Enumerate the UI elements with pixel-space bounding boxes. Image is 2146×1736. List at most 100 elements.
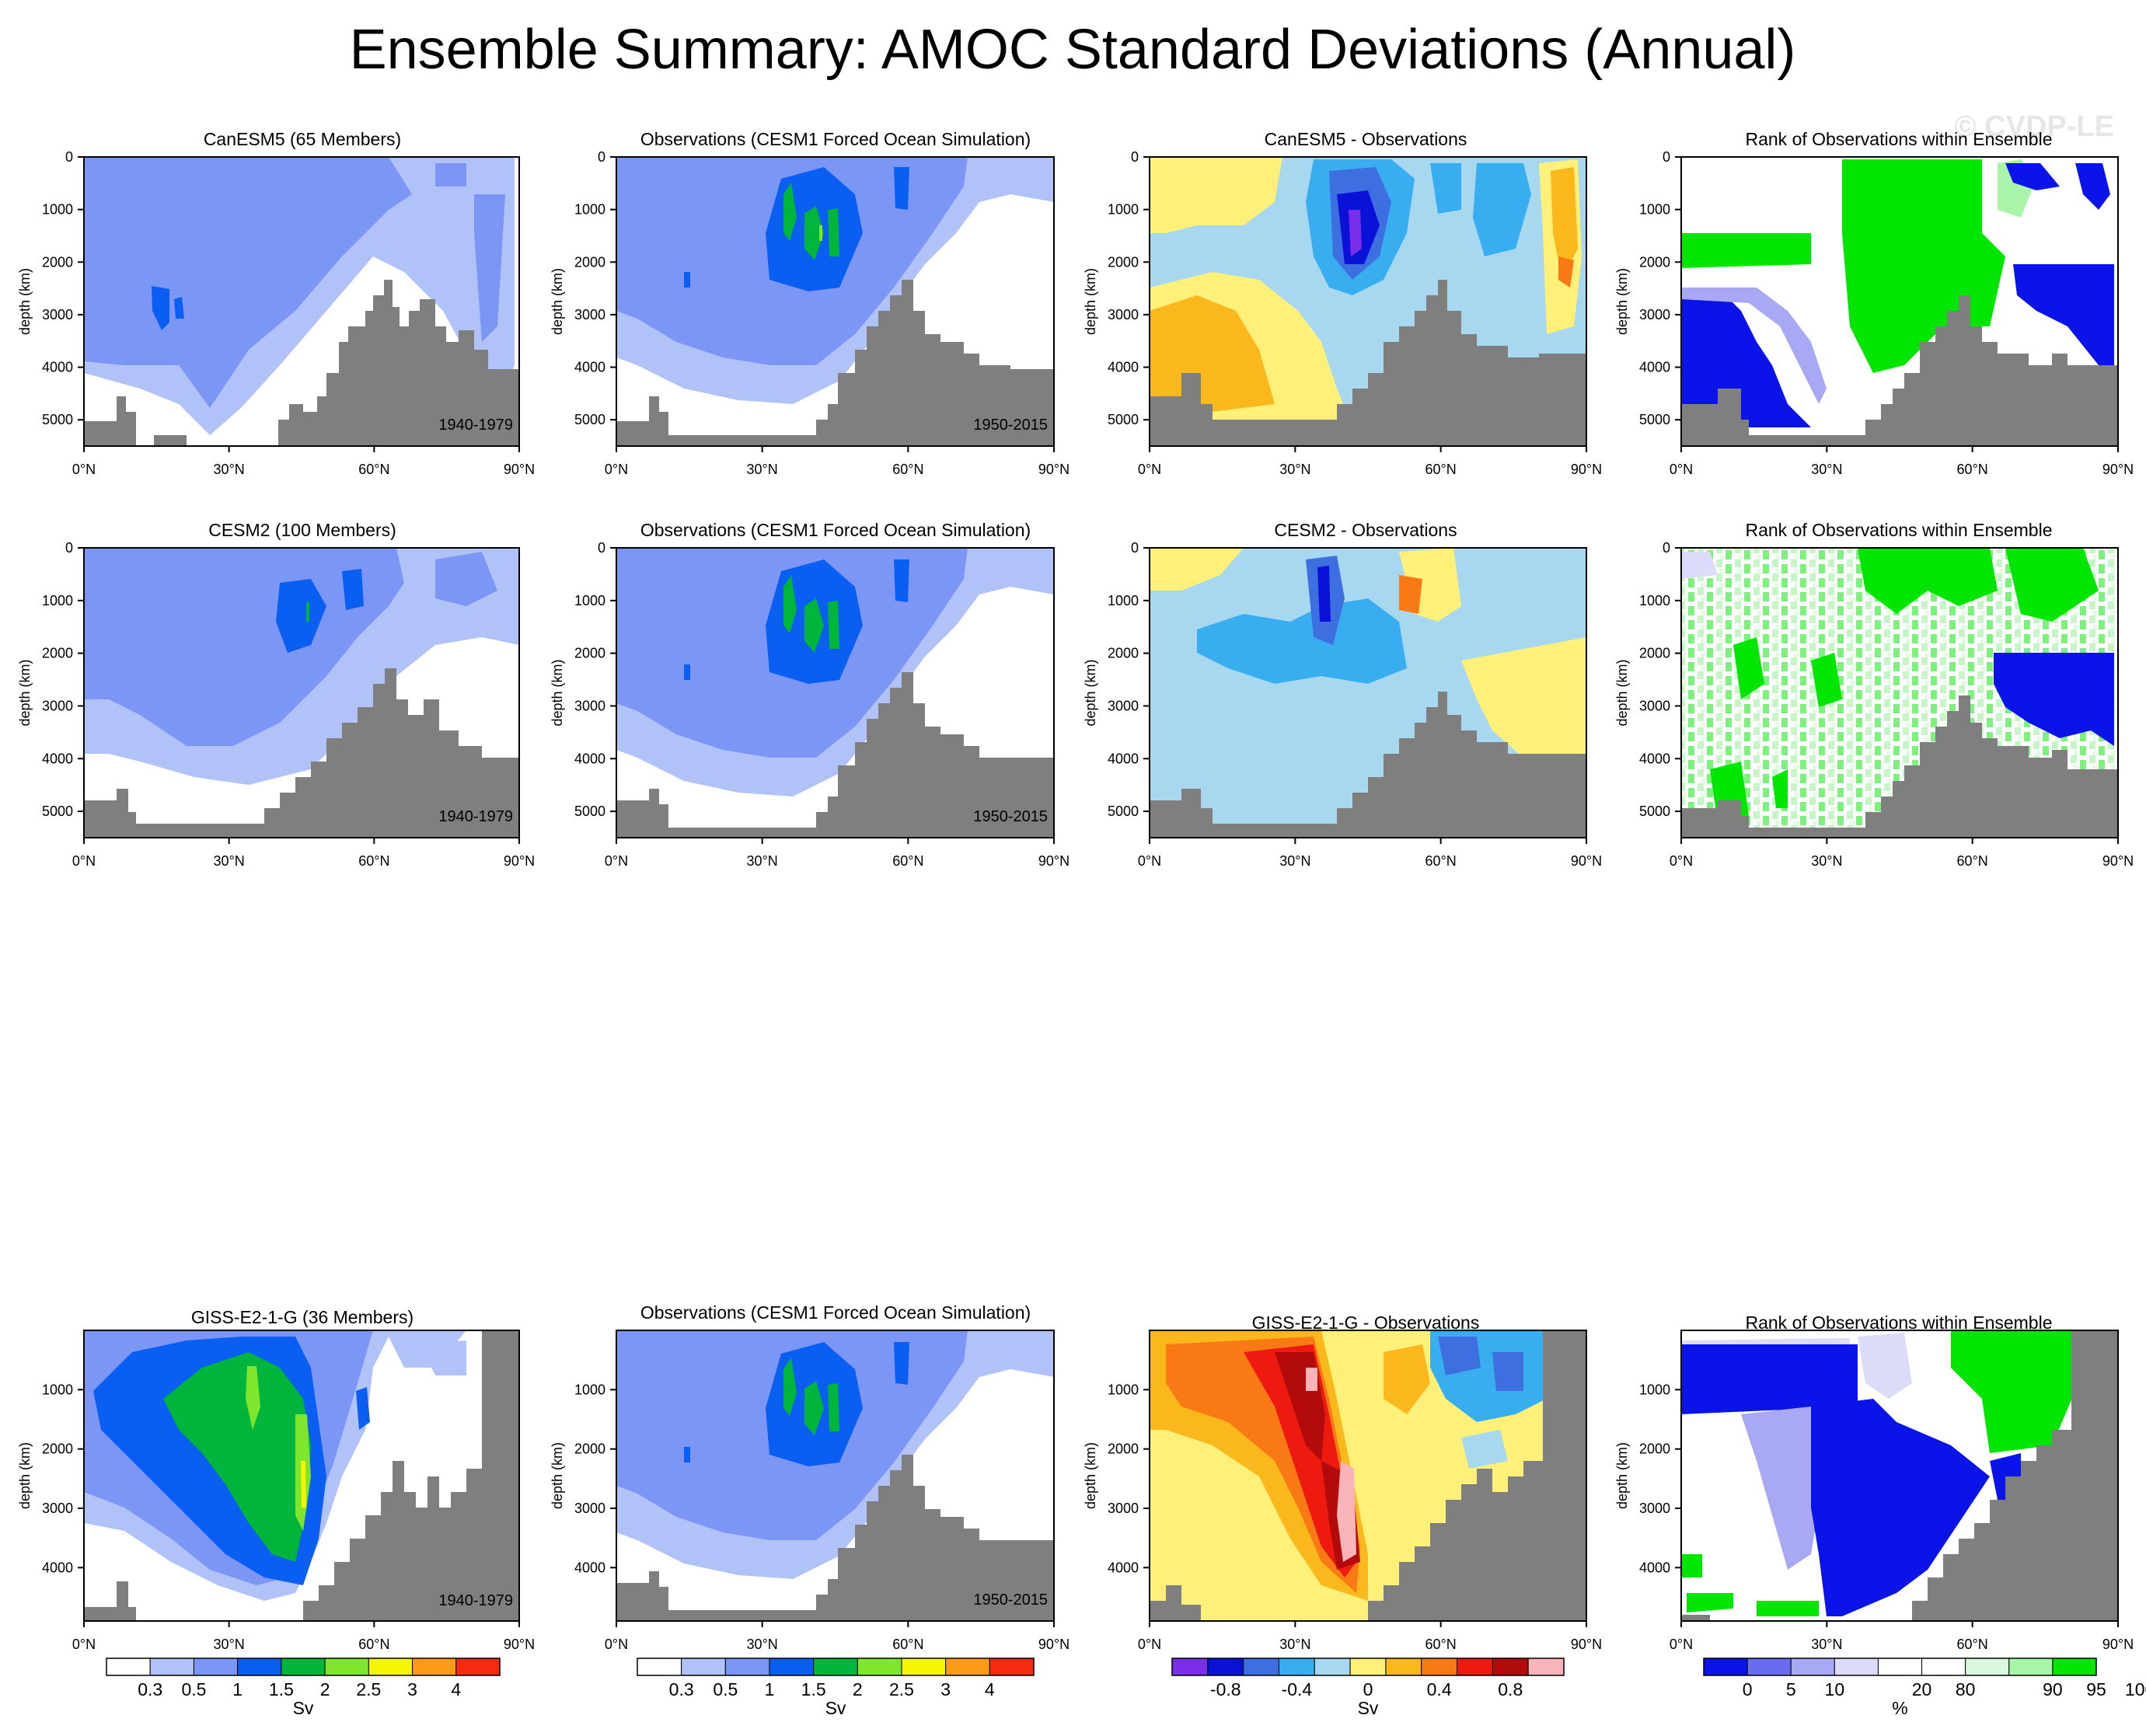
colorbar-swatch bbox=[2052, 1658, 2097, 1676]
panel-axes: 0°N 30°N 60°N 90°N 1000 2000 3000 4000 depth (km… bbox=[1614, 1382, 2134, 1652]
plot-frame bbox=[1149, 156, 1587, 447]
y-tick-label: 1000 bbox=[1639, 202, 1670, 218]
x-tick-label: 60°N bbox=[1957, 462, 1988, 477]
colorbar-label: -0.4 bbox=[1282, 1679, 1313, 1699]
colorbar-swatch bbox=[106, 1658, 151, 1676]
x-tick-label: 30°N bbox=[214, 1637, 245, 1652]
colorbar-swatch bbox=[1921, 1658, 1966, 1676]
y-tick-label: 4000 bbox=[1108, 1560, 1139, 1575]
y-axis-label: depth (km) bbox=[1083, 659, 1098, 726]
panel-difference-row2: CESM2 - Observations bbox=[1149, 520, 1587, 838]
y-tick-label: 3000 bbox=[574, 698, 605, 713]
colorbar-label: 0.8 bbox=[1498, 1679, 1523, 1699]
panel-observations-row3: Observations (CESM1 Forced Ocean Simulat… bbox=[616, 1302, 1055, 1622]
x-tick-label: 90°N bbox=[2102, 853, 2134, 869]
y-tick-label: 4000 bbox=[42, 1560, 73, 1575]
y-tick-label: 0 bbox=[65, 540, 73, 556]
x-tick-label: 30°N bbox=[1279, 853, 1310, 869]
y-tick-label: 3000 bbox=[1639, 1501, 1670, 1516]
y-tick-label: 5000 bbox=[1639, 804, 1670, 819]
colorbar-label: 2.5 bbox=[889, 1679, 914, 1699]
x-tick-label: 0°N bbox=[1670, 462, 1693, 477]
panel-title: GISS-E2-1-G - Observations bbox=[1252, 1312, 1480, 1333]
y-tick-label: 0 bbox=[598, 540, 605, 556]
y-tick-label: 1000 bbox=[42, 202, 73, 218]
panel-canesm5-ensemble: CanESM5 (65 Members) 1940-1979 bbox=[83, 129, 520, 447]
colorbar-label: 3 bbox=[940, 1679, 951, 1699]
y-tick-label: 2000 bbox=[1108, 1441, 1139, 1457]
panel-difference-row1: CanESM5 - Observations bbox=[1149, 129, 1587, 447]
colorbar-label: 95 bbox=[2086, 1679, 2106, 1699]
y-tick-label: 3000 bbox=[574, 307, 605, 322]
y-tick-label: 1000 bbox=[1108, 1382, 1139, 1397]
x-tick-label: 0°N bbox=[1138, 1637, 1161, 1652]
y-axis-label: depth (km) bbox=[1083, 268, 1098, 335]
colorbar-swatch bbox=[901, 1658, 947, 1676]
panel-rank-row2: Rank of Observations within Ensemble bbox=[1680, 520, 2119, 838]
panel-title: GISS-E2-1-G (36 Members) bbox=[191, 1307, 413, 1327]
y-tick-label: 0 bbox=[1131, 149, 1139, 165]
y-axis-label: depth (km) bbox=[17, 659, 33, 726]
contour-1 bbox=[276, 569, 364, 653]
colorbar-swatch bbox=[237, 1658, 282, 1676]
colorbar-swatch bbox=[945, 1658, 990, 1676]
plot-frame bbox=[83, 1330, 520, 1622]
period-label: 1940-1979 bbox=[438, 417, 513, 434]
x-tick-label: 90°N bbox=[1038, 1637, 1070, 1652]
y-tick-label: 3000 bbox=[1108, 698, 1139, 713]
topography bbox=[1681, 695, 2118, 838]
colorbar-swatch bbox=[2008, 1658, 2054, 1676]
colorbar-label: 0.5 bbox=[181, 1679, 206, 1699]
colorbar-swatch bbox=[1790, 1658, 1835, 1676]
colorbar-swatch bbox=[1349, 1658, 1387, 1676]
colorbar-swatch bbox=[989, 1658, 1035, 1676]
y-tick-label: 2000 bbox=[42, 646, 73, 661]
panel-title: Observations (CESM1 Forced Ocean Simulat… bbox=[640, 1302, 1031, 1323]
contour-1.5 bbox=[783, 183, 839, 260]
y-tick-label: 2000 bbox=[574, 254, 605, 270]
topography bbox=[616, 1455, 1054, 1621]
colorbar-swatch bbox=[637, 1658, 682, 1676]
colorbar-label: 4 bbox=[985, 1679, 995, 1699]
x-tick-label: 60°N bbox=[1425, 462, 1457, 477]
colorbar-swatch bbox=[412, 1658, 457, 1676]
y-tick-label: 0 bbox=[1663, 149, 1670, 165]
colorbar-label: 1 bbox=[765, 1679, 775, 1699]
y-tick-label: 3000 bbox=[42, 1501, 73, 1516]
colorbar-label: 0 bbox=[1363, 1679, 1373, 1699]
plot-frame bbox=[1680, 547, 2119, 838]
x-tick-label: 0°N bbox=[605, 1637, 628, 1652]
x-tick-label: 90°N bbox=[2102, 462, 2134, 477]
colorbar-swatch bbox=[1385, 1658, 1422, 1676]
colorbar-label: 10 bbox=[1825, 1679, 1845, 1699]
period-label: 1940-1979 bbox=[438, 808, 513, 825]
y-tick-label: 4000 bbox=[574, 360, 605, 375]
colorbar-label: 90 bbox=[2043, 1679, 2063, 1699]
x-tick-label: 30°N bbox=[1279, 1637, 1310, 1652]
y-tick-label: 2000 bbox=[1639, 646, 1670, 661]
x-tick-label: 90°N bbox=[1571, 1637, 1602, 1652]
colorbar-swatch bbox=[193, 1658, 239, 1676]
colorbar-label: 0.4 bbox=[1427, 1679, 1452, 1699]
colorbar-swatch bbox=[1421, 1658, 1458, 1676]
y-tick-label: 0 bbox=[65, 149, 73, 165]
colorbar-swatch bbox=[1834, 1658, 1879, 1676]
panel-difference-row3: GISS-E2-1-G - Observations bbox=[1149, 1312, 1587, 1622]
topography bbox=[1681, 1330, 2118, 1621]
y-tick-label: 3000 bbox=[42, 698, 73, 713]
y-axis-label: depth (km) bbox=[1614, 659, 1630, 726]
plot-frame bbox=[1149, 1330, 1587, 1622]
panel-title: Rank of Observations within Ensemble bbox=[1745, 129, 2052, 149]
x-tick-label: 30°N bbox=[1279, 462, 1310, 477]
colorbar-label: 1.5 bbox=[269, 1679, 294, 1699]
panel-axes: 0°N 30°N 60°N 90°N 0 1000 2000 3000 4000 5000 dept… bbox=[1614, 540, 2134, 869]
x-tick-label: 0°N bbox=[1670, 1637, 1693, 1652]
panel-observations-row1: Observations (CESM1 Forced Ocean Simulat… bbox=[616, 129, 1055, 447]
colorbar-swatch bbox=[1492, 1658, 1529, 1676]
panel-rank-row3: Rank of Observations within Ensemble bbox=[1680, 1312, 2119, 1622]
topography bbox=[1681, 295, 2118, 446]
panel-rank-row1: Rank of Observations within Ensemble bbox=[1680, 129, 2119, 447]
panel-axes: 0°N 30°N 60°N 90°N 1000 2000 3000 4000 depth (km… bbox=[1083, 1382, 1602, 1652]
colorbar: 0.3 0.5 1 1.5 2 2.5 3 4 Sv bbox=[637, 1658, 1035, 1718]
y-tick-label: 3000 bbox=[1639, 698, 1670, 713]
